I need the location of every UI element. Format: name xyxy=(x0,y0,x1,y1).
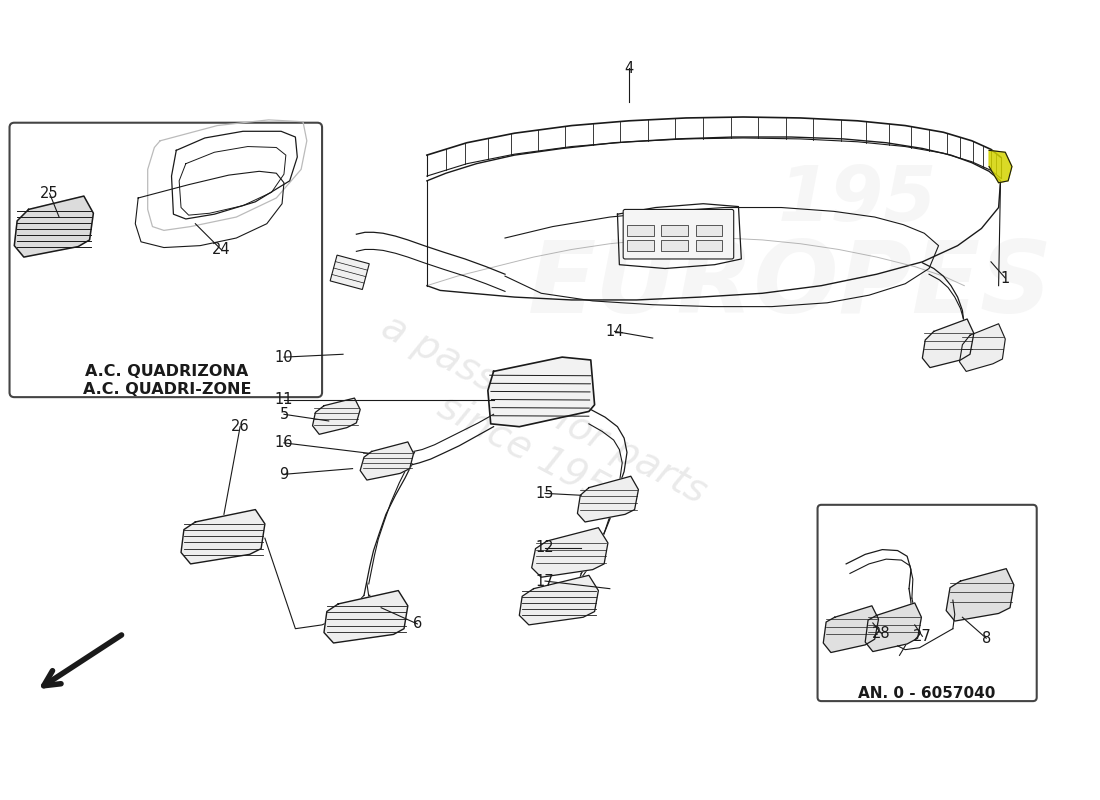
Text: 16: 16 xyxy=(275,435,294,450)
Text: A.C. QUADRI-ZONE: A.C. QUADRI-ZONE xyxy=(82,382,251,397)
Polygon shape xyxy=(823,606,879,653)
Text: 27: 27 xyxy=(913,629,932,644)
Text: AN. 0 - 6057040: AN. 0 - 6057040 xyxy=(858,686,996,701)
Polygon shape xyxy=(182,510,265,564)
Text: 25: 25 xyxy=(41,186,59,201)
Bar xyxy=(627,225,653,236)
Polygon shape xyxy=(989,150,1012,182)
Polygon shape xyxy=(578,476,638,522)
Bar xyxy=(661,240,688,251)
Text: 12: 12 xyxy=(536,540,554,555)
Bar xyxy=(627,240,653,251)
Text: 9: 9 xyxy=(279,467,288,482)
Text: 14: 14 xyxy=(605,324,624,339)
Polygon shape xyxy=(923,319,974,368)
Polygon shape xyxy=(531,528,608,578)
Text: a passion for parts
since 195: a passion for parts since 195 xyxy=(354,307,713,550)
Text: A.C. QUADRIZONA: A.C. QUADRIZONA xyxy=(85,364,249,378)
Polygon shape xyxy=(946,569,1014,621)
Text: 11: 11 xyxy=(275,393,294,407)
Polygon shape xyxy=(866,603,922,651)
Polygon shape xyxy=(959,324,1005,371)
Text: 28: 28 xyxy=(872,626,891,641)
Polygon shape xyxy=(312,398,360,434)
Bar xyxy=(330,255,370,290)
Text: 17: 17 xyxy=(536,574,554,589)
Text: 15: 15 xyxy=(536,486,554,501)
Text: 1: 1 xyxy=(1001,270,1010,286)
Text: 5: 5 xyxy=(279,406,288,422)
FancyBboxPatch shape xyxy=(624,210,734,259)
Polygon shape xyxy=(14,196,94,257)
FancyBboxPatch shape xyxy=(10,122,322,397)
Bar xyxy=(695,225,723,236)
Polygon shape xyxy=(360,442,414,480)
Text: 10: 10 xyxy=(275,350,294,365)
Polygon shape xyxy=(519,575,598,625)
Text: 195: 195 xyxy=(778,163,937,237)
Bar xyxy=(661,225,688,236)
Bar xyxy=(695,240,723,251)
Text: 24: 24 xyxy=(212,242,230,257)
Text: 6: 6 xyxy=(412,617,422,631)
Text: 4: 4 xyxy=(625,61,634,76)
Text: EUROPES: EUROPES xyxy=(528,237,1054,334)
Text: 8: 8 xyxy=(981,630,991,646)
Polygon shape xyxy=(488,357,595,426)
FancyBboxPatch shape xyxy=(817,505,1036,701)
Text: 26: 26 xyxy=(231,419,250,434)
Polygon shape xyxy=(324,590,408,643)
